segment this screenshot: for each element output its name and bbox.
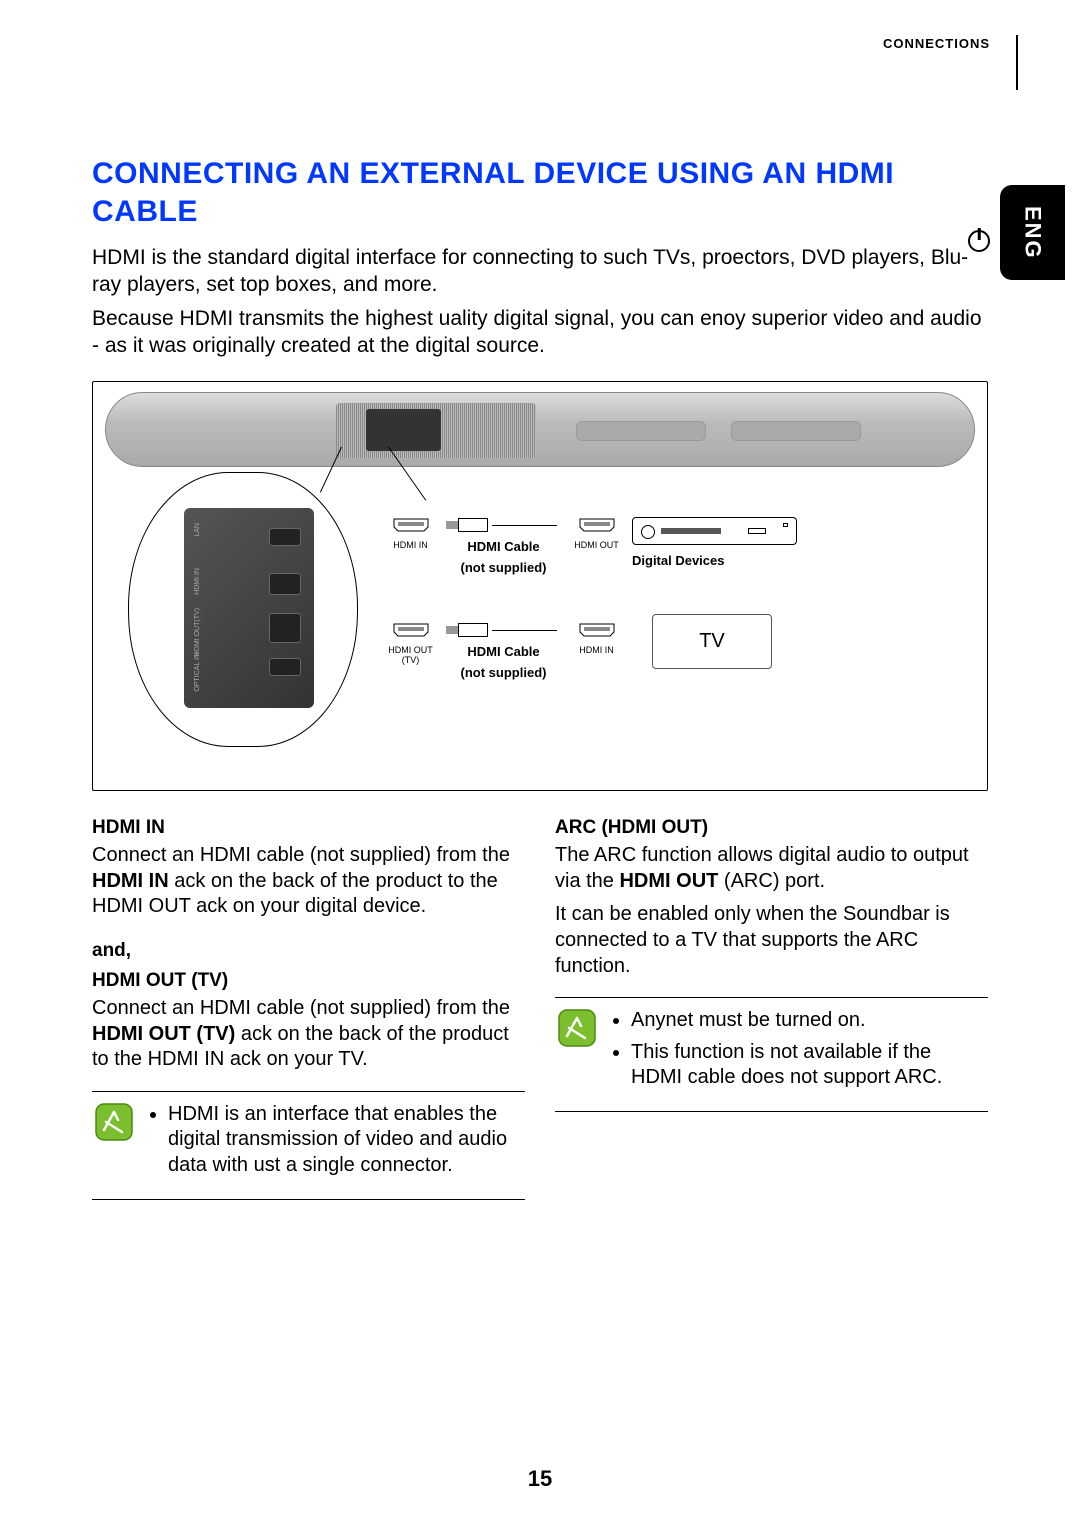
player-icon xyxy=(632,517,797,545)
intro-paragraph-2: Because HDMI transmits the highest ualit… xyxy=(92,305,988,360)
section-label: CONNECTIONS xyxy=(883,36,990,51)
port-detail-callout: LAN HDMI IN HDMI OUT(TV) OPTICAL IN xyxy=(128,472,358,747)
right-column: ARC (HDMI OUT) The ARC function allows d… xyxy=(555,813,988,1199)
arc-heading: ARC (HDMI OUT) xyxy=(555,817,988,839)
hdmi-plug-icon: HDMI IN xyxy=(569,622,624,655)
hdmi-plug-icon: HDMI IN xyxy=(383,517,438,550)
connection-row-1: HDMI IN HDMI Cable (not supplied) HDMI O… xyxy=(383,517,977,575)
hdmi-in-text: Connect an HDMI cable (not supplied) fro… xyxy=(92,843,525,920)
connection-row-2: HDMI OUT (TV) HDMI Cable (not supplied) … xyxy=(383,622,977,680)
cable-sublabel: (not supplied) xyxy=(446,560,561,575)
port-label: HDMI IN xyxy=(194,568,201,595)
header-section: CONNECTIONS xyxy=(883,35,990,53)
hdmi-in-port xyxy=(269,573,301,595)
page-number: 15 xyxy=(0,1466,1080,1492)
cable-jack-icon xyxy=(446,517,561,533)
language-tab: ENG xyxy=(1000,185,1065,280)
plug-label: HDMI OUT (TV) xyxy=(383,645,438,665)
language-label: ENG xyxy=(1020,206,1046,260)
digital-device: Digital Devices xyxy=(632,517,802,568)
hdmi-plug-icon: HDMI OUT (TV) xyxy=(383,622,438,665)
note-box: Anynet must be turned on. This function … xyxy=(555,997,988,1112)
two-column-section: HDMI IN Connect an HDMI cable (not suppl… xyxy=(92,813,988,1199)
page-content: CONNECTING AN EXTERNAL DEVICE USING AN H… xyxy=(92,155,988,1200)
cable-label: HDMI Cable xyxy=(446,644,561,659)
note-icon xyxy=(94,1102,134,1185)
left-column: HDMI IN Connect an HDMI cable (not suppl… xyxy=(92,813,525,1199)
hdmi-out-port xyxy=(269,613,301,643)
tv-icon: TV xyxy=(652,614,772,669)
soundbar-slot xyxy=(731,421,861,441)
cable-label: HDMI Cable xyxy=(446,539,561,554)
cable-sublabel: (not supplied) xyxy=(446,665,561,680)
and-label: and, xyxy=(92,940,525,962)
optical-port xyxy=(269,658,301,676)
note-list: HDMI is an interface that enables the di… xyxy=(146,1102,523,1185)
note-box: HDMI is an interface that enables the di… xyxy=(92,1091,525,1200)
soundbar-port-area xyxy=(336,403,536,458)
header-divider xyxy=(1016,35,1018,90)
note-item: HDMI is an interface that enables the di… xyxy=(168,1102,523,1179)
port-panel: LAN HDMI IN HDMI OUT(TV) OPTICAL IN xyxy=(184,508,314,708)
lan-port xyxy=(269,528,301,546)
arc-text-2: It can be enabled only when the Soundbar… xyxy=(555,902,988,979)
note-list: Anynet must be turned on. This function … xyxy=(609,1008,986,1097)
connection-diagram: LAN HDMI IN HDMI OUT(TV) OPTICAL IN HDMI… xyxy=(92,381,988,791)
port-label: OPTICAL IN xyxy=(194,653,201,692)
intro-paragraph-1: HDMI is the standard digital interface f… xyxy=(92,244,988,299)
cable-segment: HDMI Cable (not supplied) xyxy=(446,517,561,575)
soundbar-illustration xyxy=(105,392,975,467)
plug-label: HDMI IN xyxy=(383,540,438,550)
tv-device: TV xyxy=(632,622,802,669)
note-icon xyxy=(557,1008,597,1097)
port-label: HDMI OUT(TV) xyxy=(194,608,201,656)
cable-jack-icon xyxy=(446,622,561,638)
cable-segment: HDMI Cable (not supplied) xyxy=(446,622,561,680)
note-item: Anynet must be turned on. xyxy=(631,1008,986,1034)
port-label: LAN xyxy=(194,523,201,537)
plug-label: HDMI OUT xyxy=(569,540,624,550)
soundbar-slot xyxy=(576,421,706,441)
plug-label: HDMI IN xyxy=(569,645,624,655)
note-item: This function is not available if the HD… xyxy=(631,1040,986,1091)
hdmi-plug-icon: HDMI OUT xyxy=(569,517,624,550)
page-title: CONNECTING AN EXTERNAL DEVICE USING AN H… xyxy=(92,155,988,230)
hdmi-out-text: Connect an HDMI cable (not supplied) fro… xyxy=(92,996,525,1073)
hdmi-in-heading: HDMI IN xyxy=(92,817,525,839)
hdmi-out-heading: HDMI OUT (TV) xyxy=(92,970,525,992)
arc-text-1: The ARC function allows digital audio to… xyxy=(555,843,988,894)
device-label: Digital Devices xyxy=(632,553,802,568)
